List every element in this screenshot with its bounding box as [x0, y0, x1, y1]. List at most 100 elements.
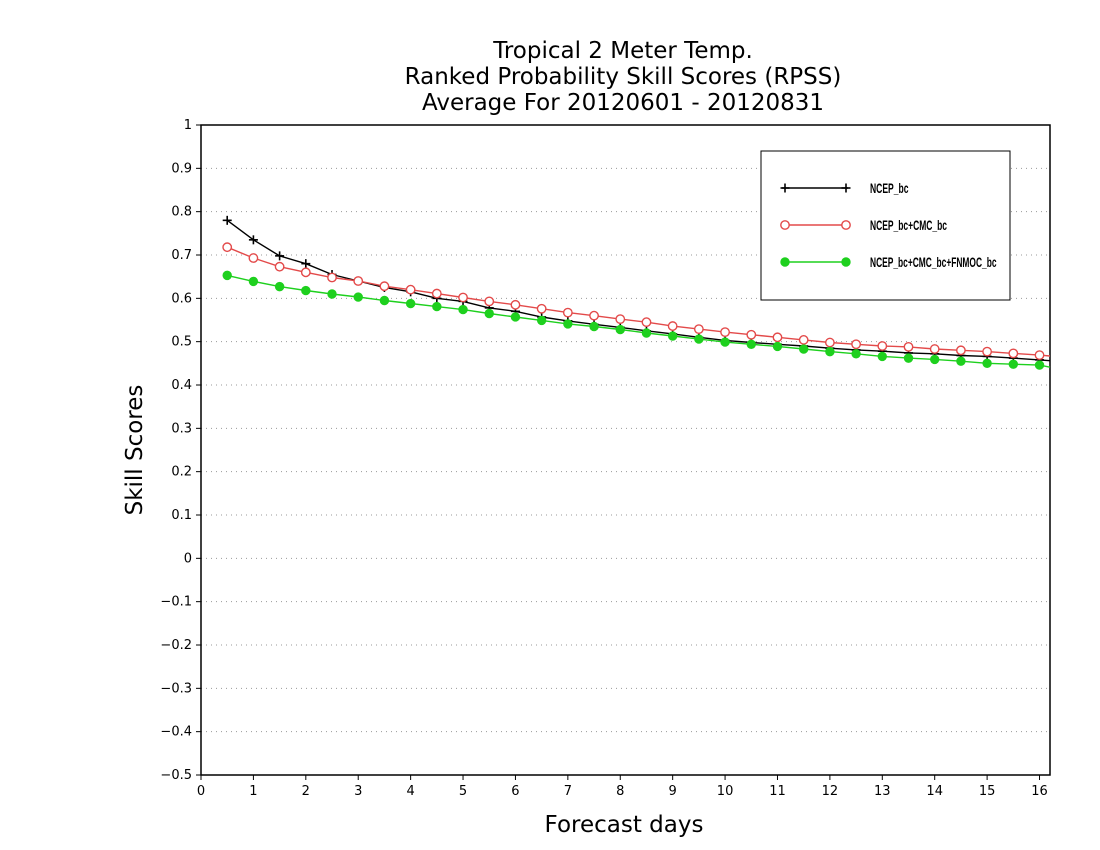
data-point [667, 331, 678, 341]
y-tick-label: 1 [184, 118, 192, 133]
data-point [432, 301, 442, 312]
data-point [379, 295, 390, 306]
data-point [693, 324, 704, 334]
data-point [301, 259, 311, 269]
data-point [1034, 350, 1045, 360]
data-point [300, 267, 311, 278]
data-point [956, 356, 966, 366]
data-point [222, 242, 233, 253]
data-point [615, 324, 625, 335]
legend-label: NCEP_bc [870, 180, 909, 196]
series-2 [222, 242, 1051, 360]
data-point [772, 341, 783, 352]
x-tick-label: 9 [669, 784, 677, 799]
data-point [825, 346, 835, 357]
data-point [405, 284, 416, 295]
data-point [982, 346, 993, 357]
data-point [877, 351, 887, 362]
y-tick-label: 0.3 [171, 421, 192, 436]
y-tick-label: −0.5 [160, 768, 192, 783]
x-tick-label: 14 [926, 784, 943, 799]
data-point [510, 299, 521, 310]
data-point [641, 328, 652, 338]
chart-title-line-1: Tropical 2 Meter Temp. [492, 38, 753, 64]
data-point [746, 329, 757, 340]
y-tick-label: 0.4 [171, 378, 192, 393]
x-tick-label: 10 [717, 784, 734, 799]
legend-item: NCEP_bc+CMC_bc [780, 217, 947, 233]
legend-marker [780, 257, 790, 267]
y-tick-label: −0.2 [160, 638, 192, 653]
legend-item: NCEP_bc [780, 180, 909, 196]
y-tick-label: 0.7 [171, 248, 192, 263]
data-point [379, 281, 390, 292]
y-tick-label: 0.2 [171, 465, 192, 480]
legend-marker [841, 220, 851, 230]
data-point [930, 354, 940, 365]
data-point [484, 308, 494, 319]
data-point [353, 276, 364, 286]
y-tick-label: −0.1 [160, 595, 192, 610]
data-point [903, 341, 914, 352]
x-tick-label: 7 [564, 784, 572, 799]
legend: NCEP_bc NCEP_bc+CMC_bc NCEP_bc+CMC_bc+FNMO… [760, 150, 1011, 301]
y-tick-label: 0.5 [171, 335, 192, 350]
data-point [903, 353, 914, 363]
data-point [484, 296, 495, 307]
y-tick-label: 0.1 [171, 508, 192, 523]
y-tick-label: −0.4 [160, 725, 192, 740]
x-tick-label: 3 [354, 784, 362, 799]
data-point [982, 358, 992, 369]
data-point [877, 341, 888, 351]
x-tick-label: 11 [769, 784, 786, 799]
data-point [1008, 348, 1019, 359]
data-point [275, 251, 285, 261]
data-point [798, 344, 809, 354]
y-tick-label: 0.8 [171, 205, 192, 220]
data-point [431, 288, 442, 299]
data-point [248, 276, 259, 287]
x-tick-label: 1 [249, 784, 257, 799]
data-point [667, 321, 678, 331]
data-point [222, 270, 232, 281]
x-tick-label: 12 [822, 784, 839, 799]
data-series [222, 215, 1051, 370]
data-point [615, 314, 626, 325]
data-point [589, 310, 599, 321]
data-point [1008, 359, 1019, 369]
data-point [824, 337, 835, 348]
x-tick-label: 4 [406, 784, 414, 799]
data-point [274, 261, 285, 272]
data-point [274, 281, 285, 292]
y-tick-label: −0.3 [160, 681, 192, 696]
x-tick-label: 15 [979, 784, 996, 799]
x-tick-label: 2 [302, 784, 310, 799]
data-point [353, 292, 363, 302]
legend-label: NCEP_bc+CMC_bc [870, 217, 947, 233]
data-point [327, 289, 337, 299]
y-axis-title: Skill Scores [122, 385, 148, 516]
legend-marker [780, 183, 790, 193]
data-point [772, 332, 783, 343]
data-point [458, 292, 468, 303]
data-point [641, 317, 652, 328]
data-point [458, 304, 468, 315]
data-point [562, 307, 573, 318]
data-point [851, 339, 861, 350]
chart-title-line-3: Average For 20120601 - 20120831 [422, 90, 824, 116]
chart-title: Tropical 2 Meter Temp. Ranked Probabilit… [405, 38, 842, 116]
data-point [536, 315, 547, 326]
x-tick-label: 16 [1031, 784, 1048, 799]
legend-marker [780, 220, 790, 230]
legend-label: NCEP_bc+CMC_bc+FNMOC_bc [870, 254, 997, 270]
data-point [248, 253, 259, 263]
legend-marker [841, 257, 851, 267]
chart-title-line-2: Ranked Probability Skill Scores (RPSS) [405, 64, 842, 90]
data-point [929, 344, 940, 354]
legend-marker [841, 183, 851, 193]
data-point [956, 345, 966, 356]
data-point [222, 215, 232, 225]
data-point [720, 327, 730, 338]
data-point [589, 321, 599, 332]
series-3 [222, 270, 1051, 370]
